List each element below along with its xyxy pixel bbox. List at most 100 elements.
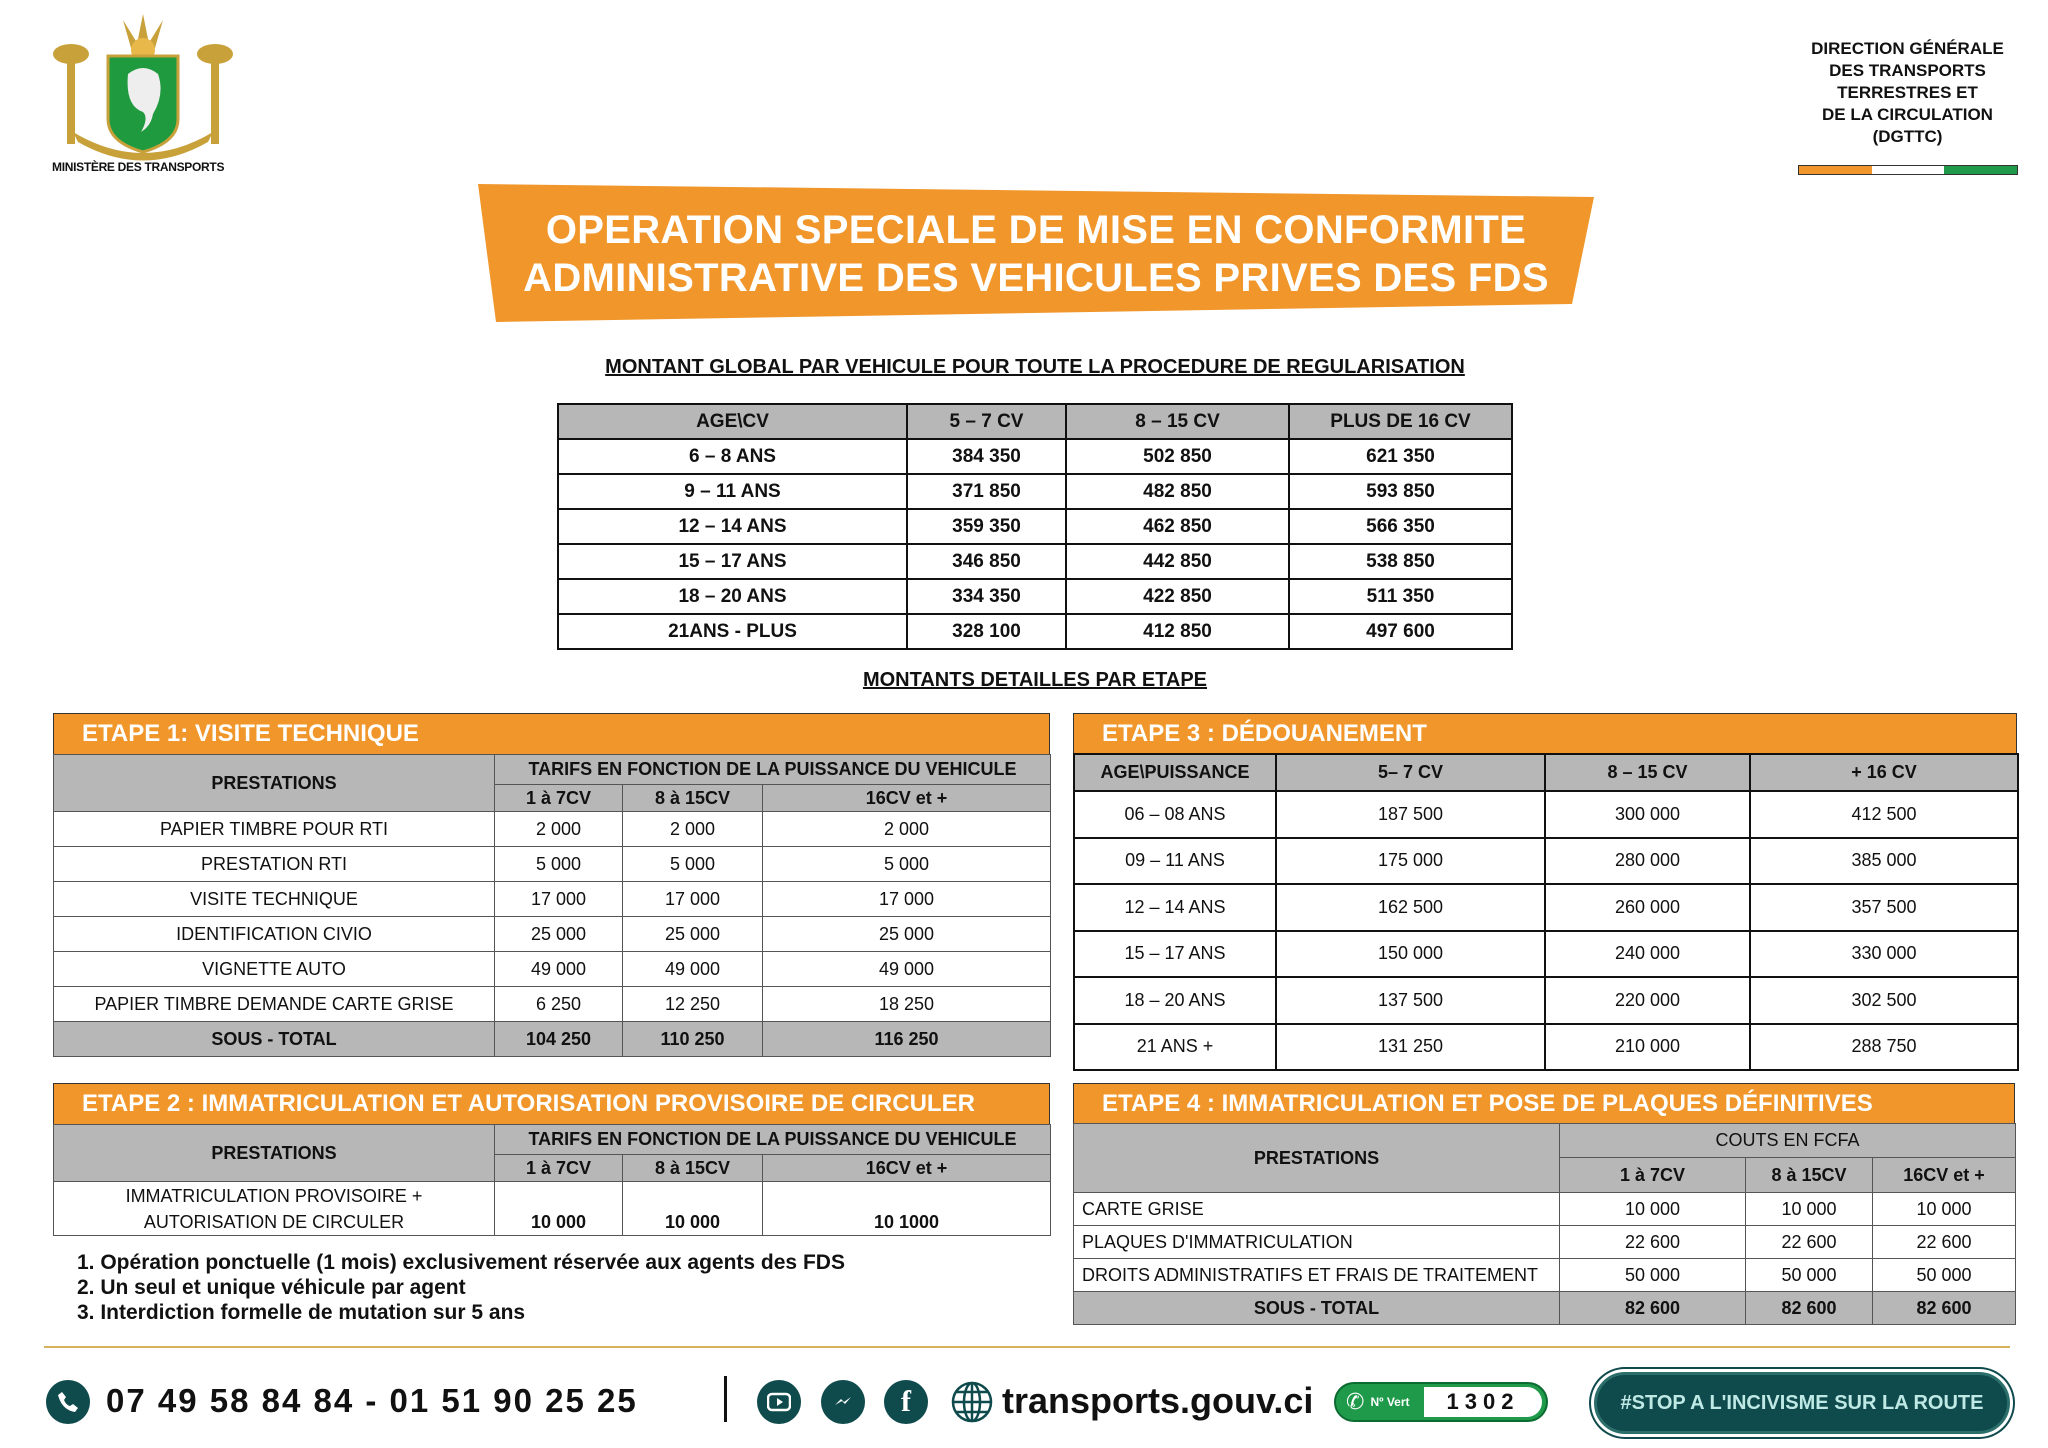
- column-group-header: TARIFS EN FONCTION DE LA PUISSANCE DU VE…: [493, 754, 1052, 785]
- subtotal-cell: 82 600: [1559, 1291, 1746, 1325]
- table-row: 9 – 11 ANS 371 850 482 850 593 850: [557, 473, 1513, 510]
- subtotal-row: SOUS - TOTAL 104 250 110 250 116 250: [53, 1021, 1052, 1057]
- etape3-header: ETAPE 3 : DÉDOUANEMENT: [1073, 713, 2017, 754]
- column-header: 1 à 7CV: [494, 1154, 623, 1182]
- column-header: 1 à 7CV: [1559, 1157, 1746, 1193]
- table-cell: 2 000: [494, 811, 623, 847]
- table-row: VISITE TECHNIQUE 17 000 17 000 17 000: [53, 881, 1052, 917]
- table-cell: 2 000: [622, 811, 763, 847]
- notes-list: 1. Opération ponctuelle (1 mois) exclusi…: [77, 1250, 845, 1325]
- messenger-icon[interactable]: [821, 1380, 865, 1424]
- table-cell: VISITE TECHNIQUE: [53, 881, 495, 917]
- global-amount-table: AGE\CV 5 – 7 CV 8 – 15 CV PLUS DE 16 CV 6 – …: [557, 403, 1513, 650]
- table-row: PRESTATION RTI 5 000 5 000 5 000: [53, 846, 1052, 882]
- table-cell: 593 850: [1288, 473, 1513, 510]
- table-cell: 10 000: [622, 1181, 763, 1236]
- table-row: PAPIER TIMBRE DEMANDE CARTE GRISE 6 250 12…: [53, 986, 1052, 1022]
- subtotal-cell: 82 600: [1745, 1291, 1873, 1325]
- table-row: 21 ANS +131 250 210 000 288 750: [1073, 1022, 2019, 1071]
- table-cell: 12 – 14 ANS: [557, 508, 908, 545]
- global-table-title: MONTANT GLOBAL PAR VEHICULE POUR TOUTE L…: [605, 356, 1465, 378]
- table-cell: 25 000: [494, 916, 623, 952]
- subtotal-cell: SOUS - TOTAL: [1073, 1291, 1560, 1325]
- dgttc-line: DES TRANSPORTS: [1829, 61, 1986, 80]
- prestations-header: PRESTATIONS: [53, 1124, 495, 1182]
- table-cell: PLAQUES D'IMMATRICULATION: [1073, 1225, 1560, 1259]
- table-cell: 334 350: [906, 578, 1067, 615]
- table-row: 09 – 11 ANS 175 000 280 000 385 000: [1073, 836, 2019, 885]
- table-row: IDENTIFICATION CIVIO 25 000 25 000 25 000: [53, 916, 1052, 952]
- title-line-1: OPERATION SPECIALE DE MISE EN CONFORMITE: [545, 208, 1527, 252]
- table-cell: 137 500: [1275, 976, 1546, 1025]
- table-cell: 357 500: [1749, 883, 2019, 932]
- table-cell: 482 850: [1065, 473, 1290, 510]
- table-cell: 346 850: [906, 543, 1067, 580]
- table-cell: 175 000: [1275, 836, 1546, 885]
- table-row: 21ANS - PLUS 328 100 412 850 497 600: [557, 613, 1513, 650]
- note-item: 2. Un seul et unique véhicule par agent: [77, 1276, 466, 1299]
- table-cell: 12 – 14 ANS: [1073, 883, 1277, 932]
- table-cell: 9 – 11 ANS: [557, 473, 908, 510]
- ministry-label: MINISTÈRE DES TRANSPORTS: [52, 160, 225, 174]
- subtotal-cell: 110 250: [622, 1021, 763, 1057]
- table-cell: 300 000: [1544, 790, 1751, 839]
- column-header: 5 – 7 CV: [906, 403, 1067, 440]
- column-header: 8 à 15CV: [622, 1154, 763, 1182]
- title-line-2: ADMINISTRATIVE DES VEHICULES PRIVES DES …: [523, 256, 1549, 300]
- table-cell: CARTE GRISE: [1073, 1192, 1560, 1226]
- column-header: 8 à 15CV: [622, 784, 763, 812]
- column-header: AGE\CV: [557, 403, 908, 440]
- table-cell: 412 850: [1065, 613, 1290, 650]
- table-cell: 210 000: [1544, 1022, 1751, 1071]
- phone-icon: [46, 1380, 90, 1424]
- table-cell: 09 – 11 ANS: [1073, 836, 1277, 885]
- table-cell: DROITS ADMINISTRATIFS ET FRAIS DE TRAITE…: [1073, 1258, 1560, 1292]
- table-cell: 260 000: [1544, 883, 1751, 932]
- etape4-table: PRESTATIONS COUTS EN FCFA 1 à 7CV 8 à 15CV 1…: [1073, 1123, 2017, 1325]
- table-cell: 511 350: [1288, 578, 1513, 615]
- table-cell: 22 600: [1559, 1225, 1746, 1259]
- title-banner: [478, 184, 1594, 322]
- table-cell: 240 000: [1544, 929, 1751, 978]
- prestations-header: PRESTATIONS: [1073, 1123, 1560, 1193]
- table-row: 12 – 14 ANS 162 500 260 000 357 500: [1073, 883, 2019, 932]
- table-cell: 2 000: [761, 811, 1052, 847]
- numero-vert-number: 1302: [1424, 1387, 1542, 1417]
- table-row: 6 – 8 ANS 384 350 502 850 621 350: [557, 438, 1513, 475]
- table-cell: 497 600: [1288, 613, 1513, 650]
- table-row: PAPIER TIMBRE POUR RTI 2 000 2 000 2 000: [53, 811, 1052, 847]
- website-link[interactable]: transports.gouv.ci: [1002, 1380, 1314, 1421]
- footer-separator: [724, 1376, 727, 1422]
- table-cell: 538 850: [1288, 543, 1513, 580]
- etape2-header: ETAPE 2 : IMMATRICULATION ET AUTORISATIO…: [53, 1083, 1050, 1125]
- table-row: 06 – 08 ANS 187 500 300 000 412 500: [1073, 790, 2019, 839]
- prestations-header: PRESTATIONS: [53, 754, 495, 812]
- dgttc-line: (DGTTC): [1872, 127, 1943, 146]
- column-header: AGE\PUISSANCE: [1073, 753, 1277, 792]
- subtotal-cell: 82 600: [1871, 1291, 2017, 1325]
- header-row: PRESTATIONS TARIFS EN FONCTION DE LA PUIS…: [53, 754, 1052, 812]
- numero-vert-badge[interactable]: ✆ Nº Vert 1302: [1334, 1382, 1548, 1422]
- table-cell: IDENTIFICATION CIVIO: [53, 916, 495, 952]
- table-row: PLAQUES D'IMMATRICULATION 22 600 22 600 22 …: [1073, 1225, 2017, 1259]
- youtube-icon[interactable]: [757, 1380, 801, 1424]
- subheader-row: 1 à 7CV 8 à 15CV 16CV et +: [1074, 1157, 2017, 1193]
- table-cell: 12 250: [622, 986, 763, 1022]
- dgttc-line: DIRECTION GÉNÉRALE: [1811, 39, 2004, 58]
- note-item: 1. Opération ponctuelle (1 mois) exclusi…: [77, 1251, 845, 1274]
- table-cell: 10 000: [1559, 1192, 1746, 1226]
- table-cell: 25 000: [761, 916, 1052, 952]
- label-line: AUTORISATION DE CIRCULER: [143, 1211, 405, 1232]
- table-cell: 10 000: [494, 1181, 623, 1236]
- table-cell: 328 100: [906, 613, 1067, 650]
- table-cell: 131 250: [1275, 1022, 1546, 1071]
- national-flag-bar: [1798, 165, 2018, 175]
- etape1-header: ETAPE 1: VISITE TECHNIQUE: [53, 713, 1050, 755]
- facebook-icon[interactable]: f: [884, 1380, 928, 1424]
- etape2-table: PRESTATIONS TARIFS EN FONCTION DE LA PUIS…: [53, 1124, 1052, 1236]
- etape4-header: ETAPE 4 : IMMATRICULATION ET POSE DE PLA…: [1073, 1083, 2015, 1124]
- footer-divider: [44, 1346, 2010, 1348]
- table-cell: 10 000: [1871, 1192, 2017, 1226]
- subheader-row: 1 à 7CV 8 à 15CV 16CV et +: [54, 1154, 1052, 1182]
- table-cell: 162 500: [1275, 883, 1546, 932]
